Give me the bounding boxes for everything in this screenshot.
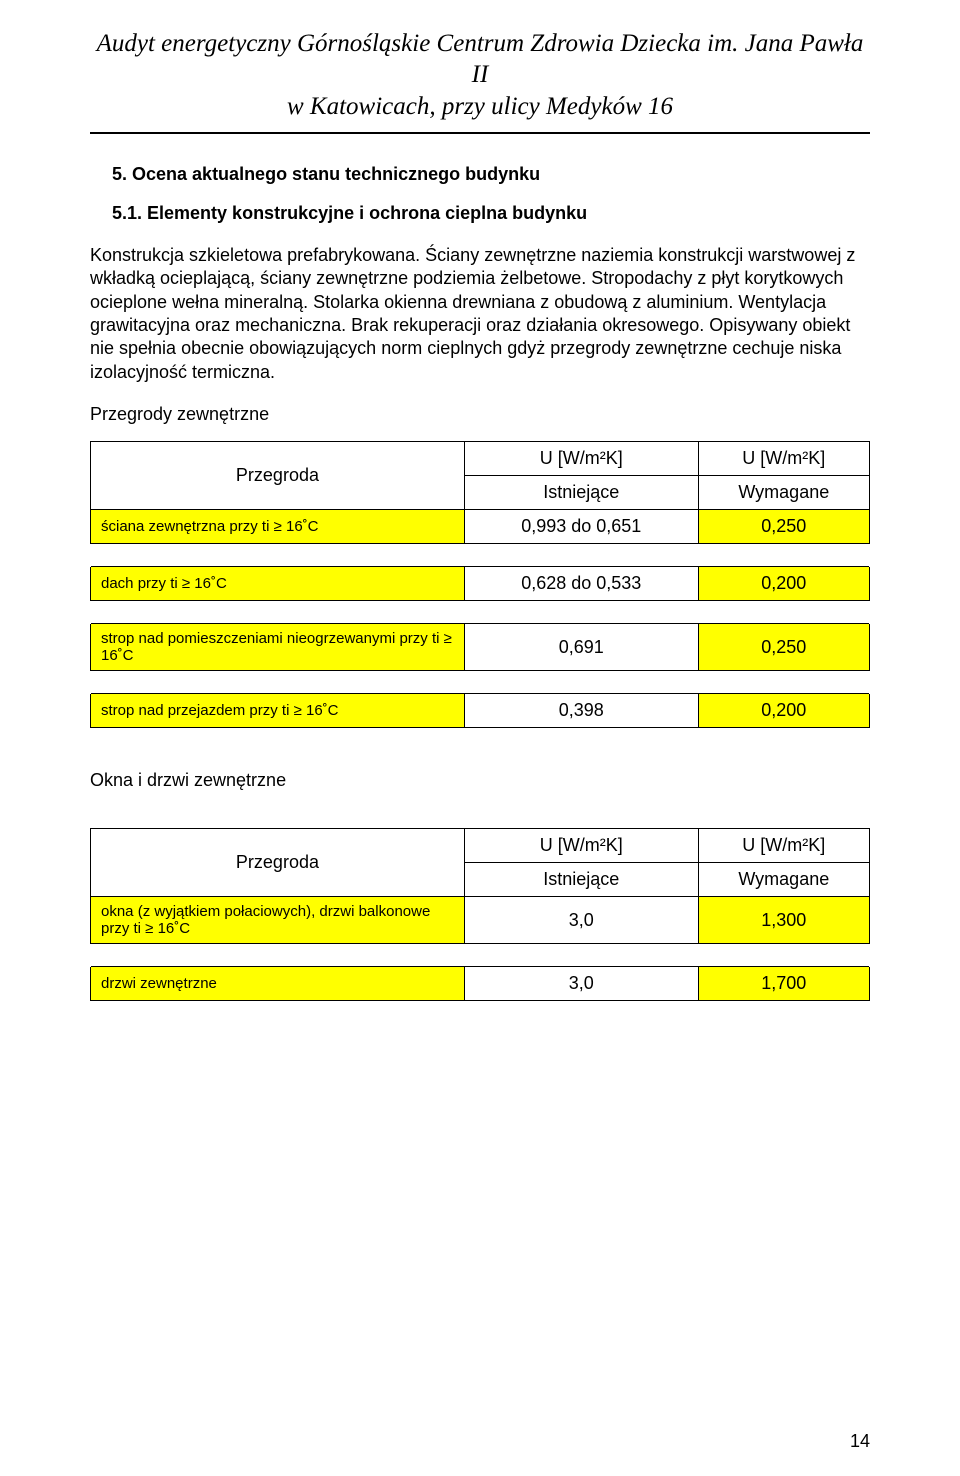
table-row: dach przy ti ≥ 16˚C 0,628 do 0,533 0,200 (91, 567, 870, 601)
row-required: 1,300 (698, 897, 869, 944)
table-row: okna (z wyjątkiem połaciowych), drzwi ba… (91, 897, 870, 944)
table1-title: Przegrody zewnętrzne (90, 404, 870, 425)
section-5-heading: 5. Ocena aktualnego stanu technicznego b… (112, 164, 870, 185)
table2-header-przegroda: Przegroda (91, 829, 465, 897)
table1-header-przegroda: Przegroda (91, 442, 465, 510)
row-existing: 0,993 do 0,651 (464, 510, 698, 544)
table2-header-u1: U [W/m²K] (464, 829, 698, 863)
table1-header-wymagane: Wymagane (698, 476, 869, 510)
row-existing: 0,398 (464, 694, 698, 728)
doc-title-line1: Audyt energetyczny Górnośląskie Centrum … (97, 30, 864, 88)
row-label: ściana zewnętrzna przy ti ≥ 16˚C (91, 510, 465, 544)
table-row: strop nad pomieszczeniami nieogrzewanymi… (91, 624, 870, 671)
row-existing: 0,691 (464, 624, 698, 671)
row-label: okna (z wyjątkiem połaciowych), drzwi ba… (91, 897, 465, 944)
table-okna-drzwi: Przegroda U [W/m²K] U [W/m²K] Istniejące… (90, 828, 870, 1001)
section-5-1-paragraph: Konstrukcja szkieletowa prefabrykowana. … (90, 244, 870, 384)
row-label: dach przy ti ≥ 16˚C (91, 567, 465, 601)
document-title: Audyt energetyczny Górnośląskie Centrum … (90, 28, 870, 122)
row-label: drzwi zewnętrzne (91, 967, 465, 1001)
row-required: 0,250 (698, 624, 869, 671)
row-required: 0,200 (698, 694, 869, 728)
section-5-1-heading: 5.1. Elementy konstrukcyjne i ochrona ci… (112, 203, 870, 224)
row-required: 0,250 (698, 510, 869, 544)
table2-header-u2: U [W/m²K] (698, 829, 869, 863)
table-przegrody-zewnetrzne: Przegroda U [W/m²K] U [W/m²K] Istniejące… (90, 441, 870, 728)
row-existing: 3,0 (464, 897, 698, 944)
table-row: strop nad przejazdem przy ti ≥ 16˚C 0,39… (91, 694, 870, 728)
spacer (91, 601, 870, 624)
row-existing: 0,628 do 0,533 (464, 567, 698, 601)
table2-header-istniejace: Istniejące (464, 863, 698, 897)
row-required: 1,700 (698, 967, 869, 1001)
spacer (91, 544, 870, 567)
spacer (91, 671, 870, 694)
table1-header-u2: U [W/m²K] (698, 442, 869, 476)
table1-header-u1: U [W/m²K] (464, 442, 698, 476)
table2-title: Okna i drzwi zewnętrzne (90, 770, 870, 791)
row-required: 0,200 (698, 567, 869, 601)
table-row: ściana zewnętrzna przy ti ≥ 16˚C 0,993 d… (91, 510, 870, 544)
doc-title-line2: w Katowicach, przy ulicy Medyków 16 (287, 93, 673, 120)
table2-header-wymagane: Wymagane (698, 863, 869, 897)
spacer (91, 944, 870, 967)
row-label: strop nad pomieszczeniami nieogrzewanymi… (91, 624, 465, 671)
row-existing: 3,0 (464, 967, 698, 1001)
table-row: drzwi zewnętrzne 3,0 1,700 (91, 967, 870, 1001)
row-label: strop nad przejazdem przy ti ≥ 16˚C (91, 694, 465, 728)
table1-header-istniejace: Istniejące (464, 476, 698, 510)
page-number: 14 (850, 1431, 870, 1452)
header-divider (90, 132, 870, 134)
